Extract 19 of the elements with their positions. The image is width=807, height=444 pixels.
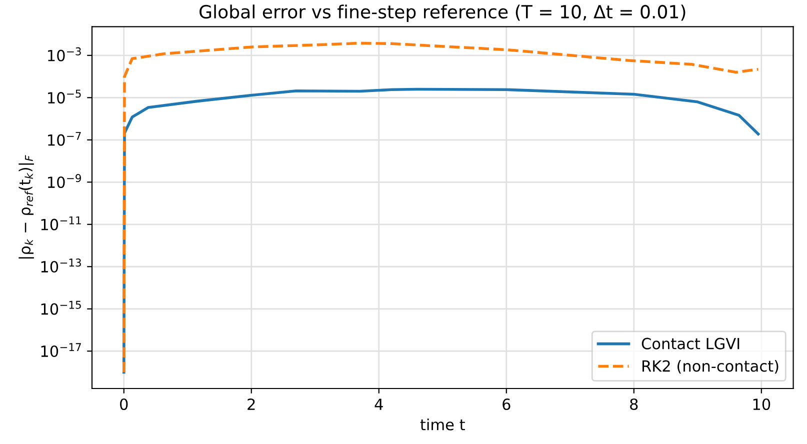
chart-title: Global error vs fine-step reference (T = 10, Δt = 0.01) [200, 4, 686, 22]
y-tick-label: 10$^{−15}$ [41, 300, 81, 315]
y-tick-label: 10$^{−13}$ [41, 258, 81, 273]
y-tick-label: 10$^{−5}$ [48, 90, 81, 104]
x-tick-label: 2 [248, 398, 255, 410]
y-tick-label: 10$^{−11}$ [41, 216, 81, 230]
x-tick-label: 6 [502, 398, 510, 410]
x-tick-label: 8 [630, 398, 638, 410]
x-axis-title: time t [420, 418, 465, 430]
y-tick-label: 10$^{−7}$ [48, 132, 81, 146]
y-tick-label: 10$^{−17}$ [41, 343, 81, 358]
x-tick-label: 4 [374, 398, 383, 410]
legend-label: Contact LGVI [642, 338, 740, 350]
y-tick-label: 10$^{−3}$ [48, 47, 81, 62]
y-tick-label: 10$^{−9}$ [48, 174, 81, 188]
x-tick-label: 10 [753, 398, 770, 410]
y-axis-title: |ρ$_{k}$ − ρ$_{ref}$(t$_{k}$)|$_{F}$ [18, 155, 34, 258]
legend-label: RK2 (non-contact) [642, 360, 778, 374]
x-tick-label: 0 [120, 398, 128, 410]
